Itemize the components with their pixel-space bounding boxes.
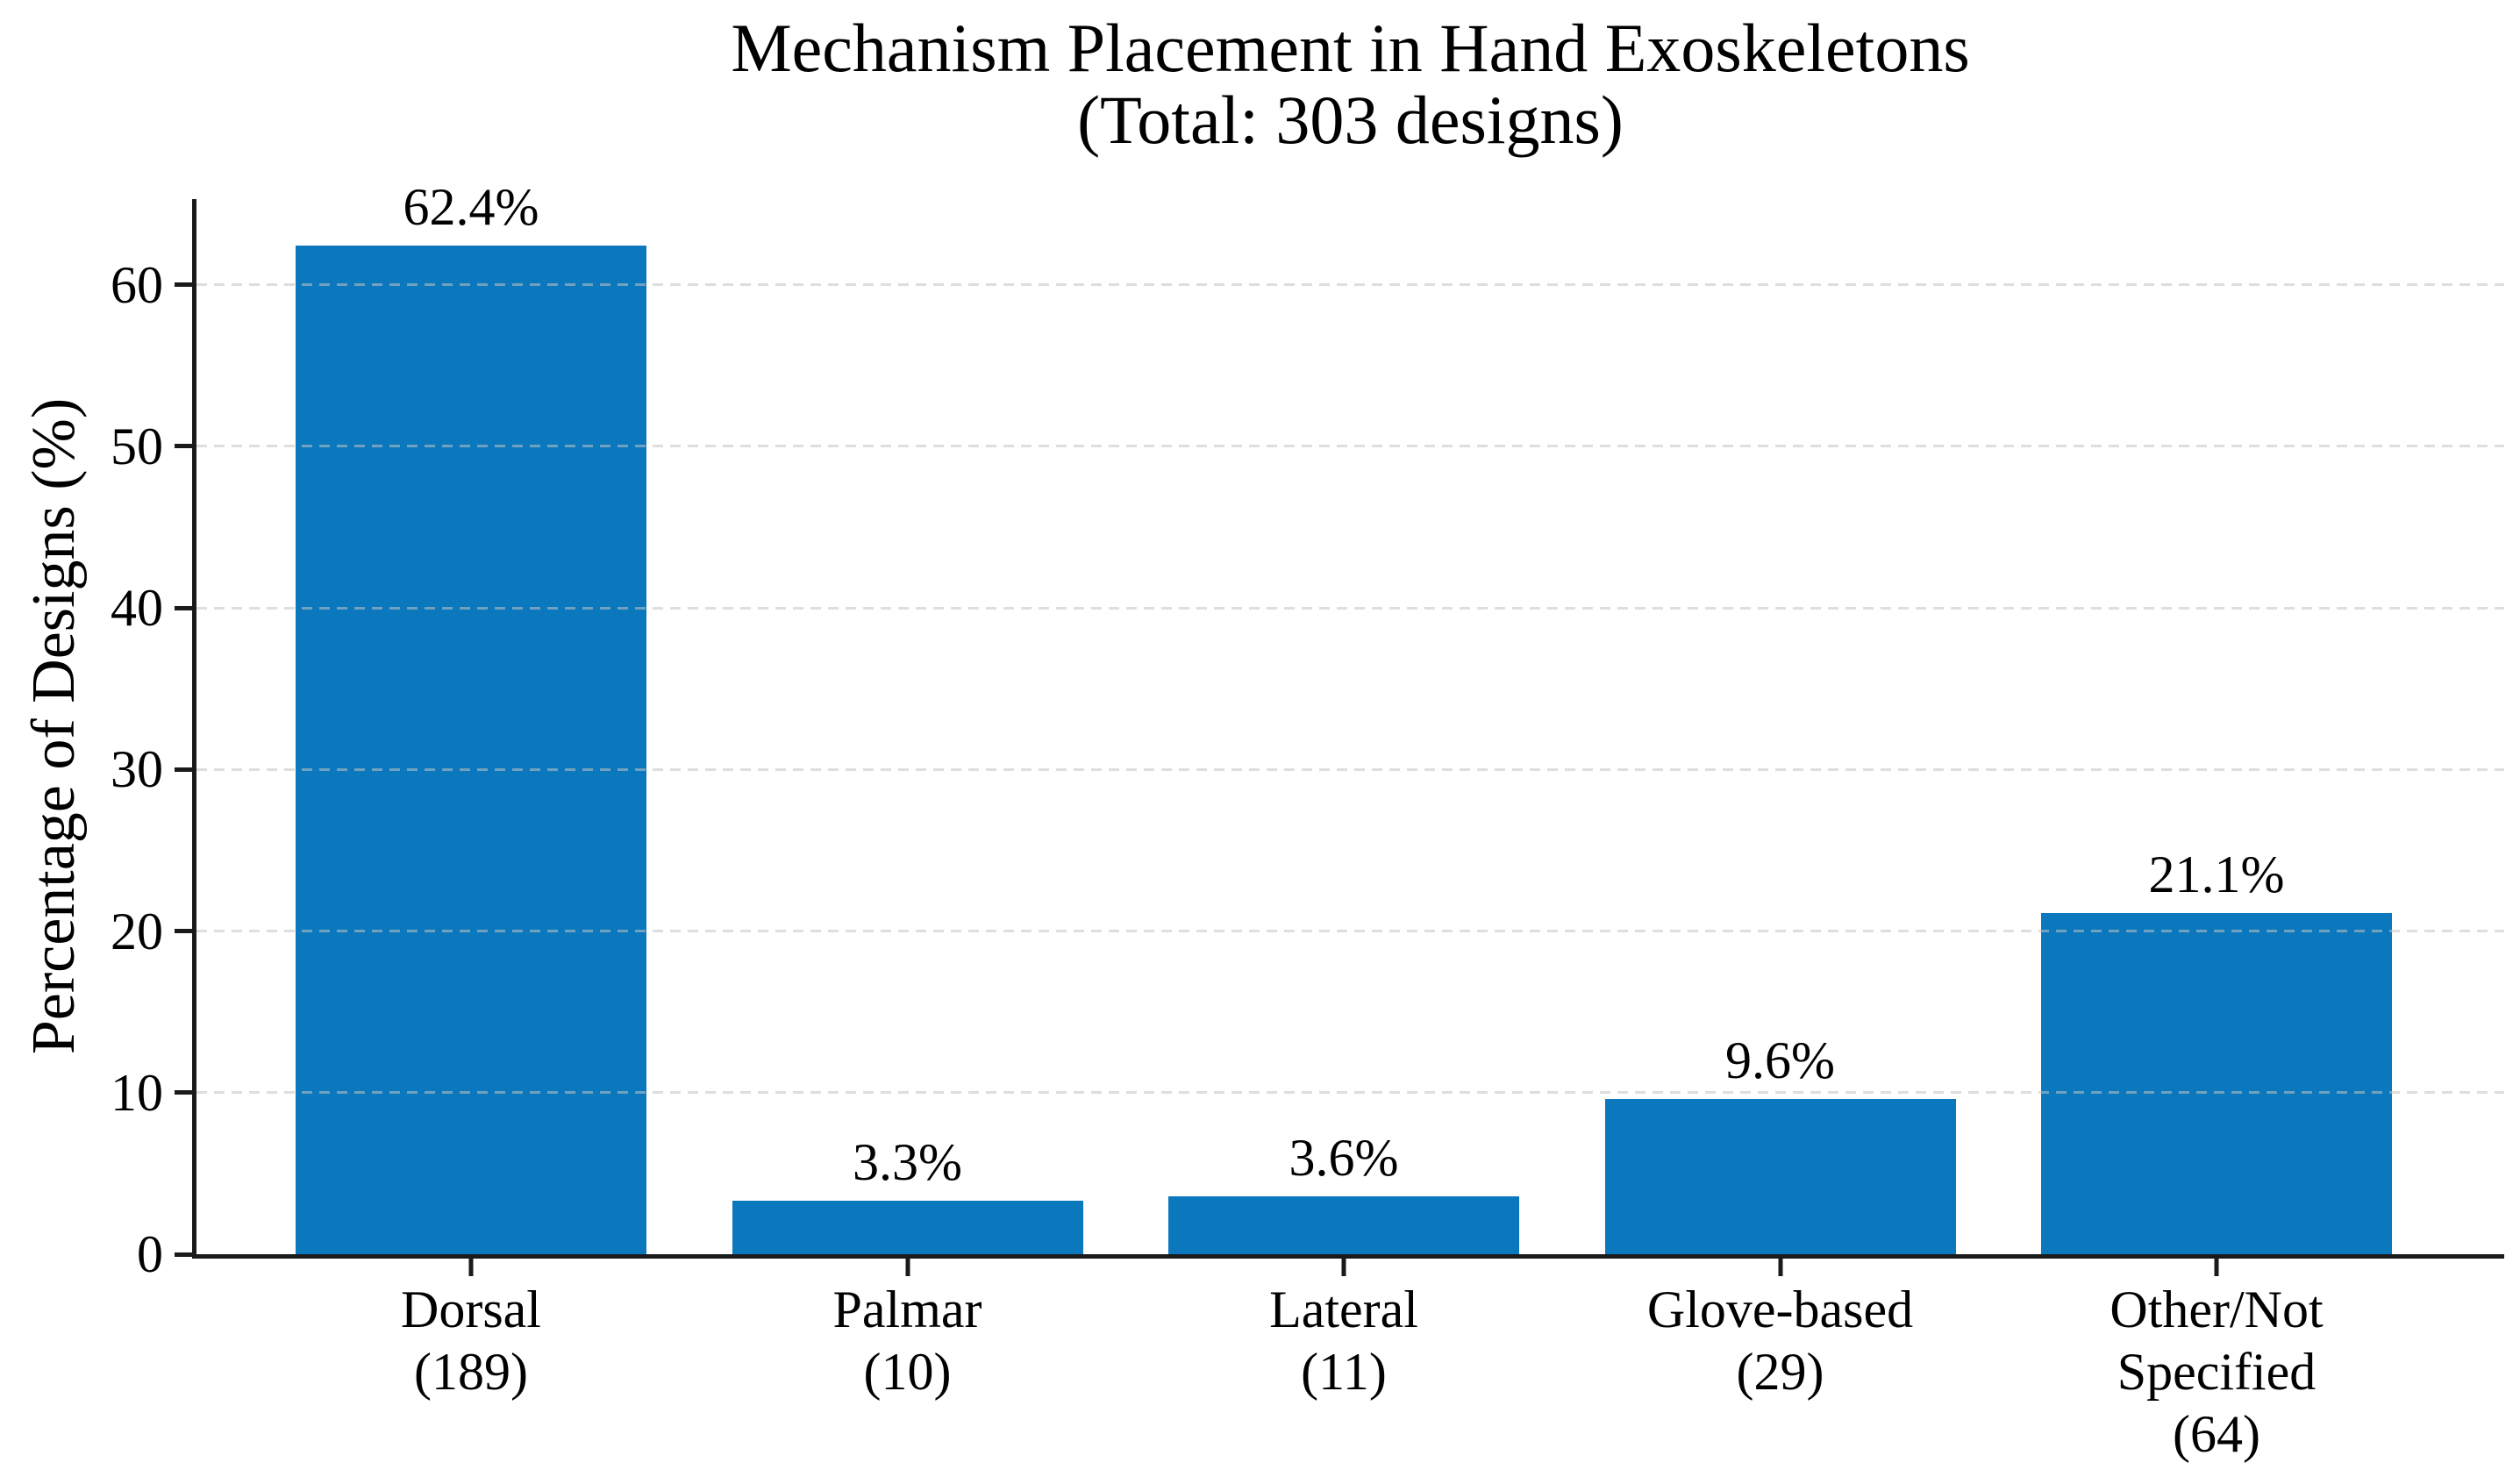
plot-area: 0 10 20 30 40 50 60 62.4% Dorsal (189) 3.3% Palmar… — [111, 181, 2504, 1463]
x-tick-label: Palmar (10) — [832, 1281, 982, 1401]
bar-value-label: 3.6% — [1289, 1128, 1399, 1187]
x-tick-mark — [905, 1259, 910, 1276]
y-tick-label: 10 — [111, 1063, 163, 1122]
bar-value-label: 9.6% — [1725, 1031, 1835, 1090]
x-tick-label: Lateral (11) — [1269, 1281, 1418, 1401]
y-tick-label: 40 — [111, 579, 163, 638]
x-tick-label: Dorsal (189) — [401, 1281, 541, 1401]
bar-dorsal — [296, 246, 646, 1254]
bar-glove-based — [1604, 1099, 1956, 1254]
y-tick-label: 60 — [111, 255, 163, 314]
y-tick-label: 30 — [111, 740, 163, 799]
y-tick-mark — [175, 282, 192, 288]
y-tick-mark — [175, 1090, 192, 1095]
y-tick-mark — [175, 605, 192, 610]
y-tick-mark — [175, 767, 192, 772]
chart-title: Mechanism Placement in Hand Exoskeletons… — [731, 10, 1970, 158]
y-tick-mark — [175, 444, 192, 449]
bar-other-not-specified — [2041, 913, 2392, 1254]
y-tick-mark — [175, 929, 192, 934]
bar-palmar — [732, 1201, 1083, 1254]
x-tick-mark — [1341, 1259, 1346, 1276]
x-tick-mark — [1778, 1259, 1782, 1276]
y-tick-label: 0 — [137, 1225, 163, 1283]
x-tick-mark — [468, 1259, 474, 1276]
y-tick-label: 50 — [111, 417, 163, 475]
x-tick-mark — [2214, 1259, 2219, 1276]
bar-lateral — [1168, 1195, 1519, 1254]
x-tick-label: Other/Not Specified (64) — [2110, 1281, 2324, 1463]
bar-value-label: 3.3% — [853, 1133, 962, 1192]
y-tick-mark — [175, 1252, 192, 1257]
x-tick-label: Glove-based (29) — [1646, 1281, 1914, 1401]
y-axis-line — [192, 199, 196, 1259]
y-tick-label: 20 — [111, 902, 163, 960]
bar-value-label: 62.4% — [403, 178, 539, 237]
x-axis-line — [192, 1254, 2504, 1259]
bar-value-label: 21.1% — [2148, 846, 2285, 904]
y-axis-label: Percentage of Designs (%) — [20, 397, 88, 1055]
